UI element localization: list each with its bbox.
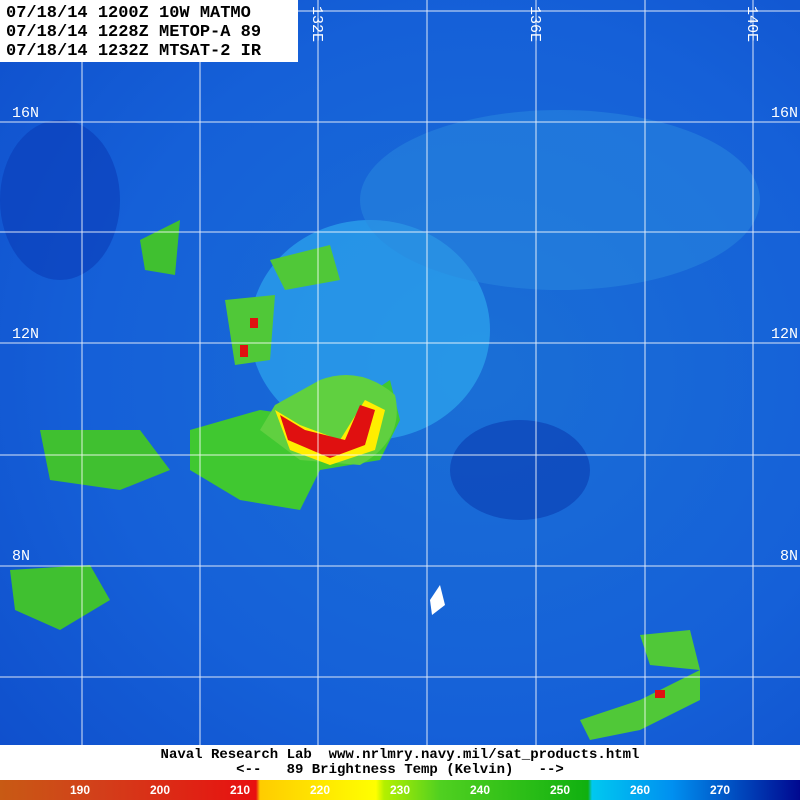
colorbar-label: 270: [710, 783, 730, 797]
legend-caption: <-- 89 Brightness Temp (Kelvin) -->: [236, 762, 564, 778]
colorbar-label: 190: [70, 783, 90, 797]
latitude-label: 12N: [771, 326, 798, 343]
header-line: 07/18/14 1232Z MTSAT-2 IR: [6, 42, 262, 61]
colorbar-label: 210: [230, 783, 250, 797]
credit: Naval Research Lab www.nrlmry.navy.mil/s…: [161, 747, 640, 763]
header-line: 07/18/14 1200Z 10W MATMO: [6, 4, 251, 23]
header-box: [0, 0, 298, 62]
footer-box: [0, 745, 800, 780]
longitude-label: 132E: [308, 6, 325, 42]
longitude-label: 140E: [743, 6, 760, 42]
colorbar: [0, 780, 800, 800]
colorbar-label: 200: [150, 783, 170, 797]
lat-lon-grid: [0, 0, 800, 745]
longitude-label: 136E: [526, 6, 543, 42]
header-line: 07/18/14 1228Z METOP-A 89: [6, 23, 261, 42]
colorbar-label: 230: [390, 783, 410, 797]
latitude-label: 16N: [12, 105, 39, 122]
cloud-features: [0, 110, 760, 740]
latitude-label: 16N: [771, 105, 798, 122]
colorbar-label: 260: [630, 783, 650, 797]
colorbar-label: 220: [310, 783, 330, 797]
latitude-label: 8N: [12, 548, 30, 565]
latitude-label: 8N: [780, 548, 798, 565]
colorbar-label: 240: [470, 783, 490, 797]
latitude-label: 12N: [12, 326, 39, 343]
colorbar-label: 250: [550, 783, 570, 797]
